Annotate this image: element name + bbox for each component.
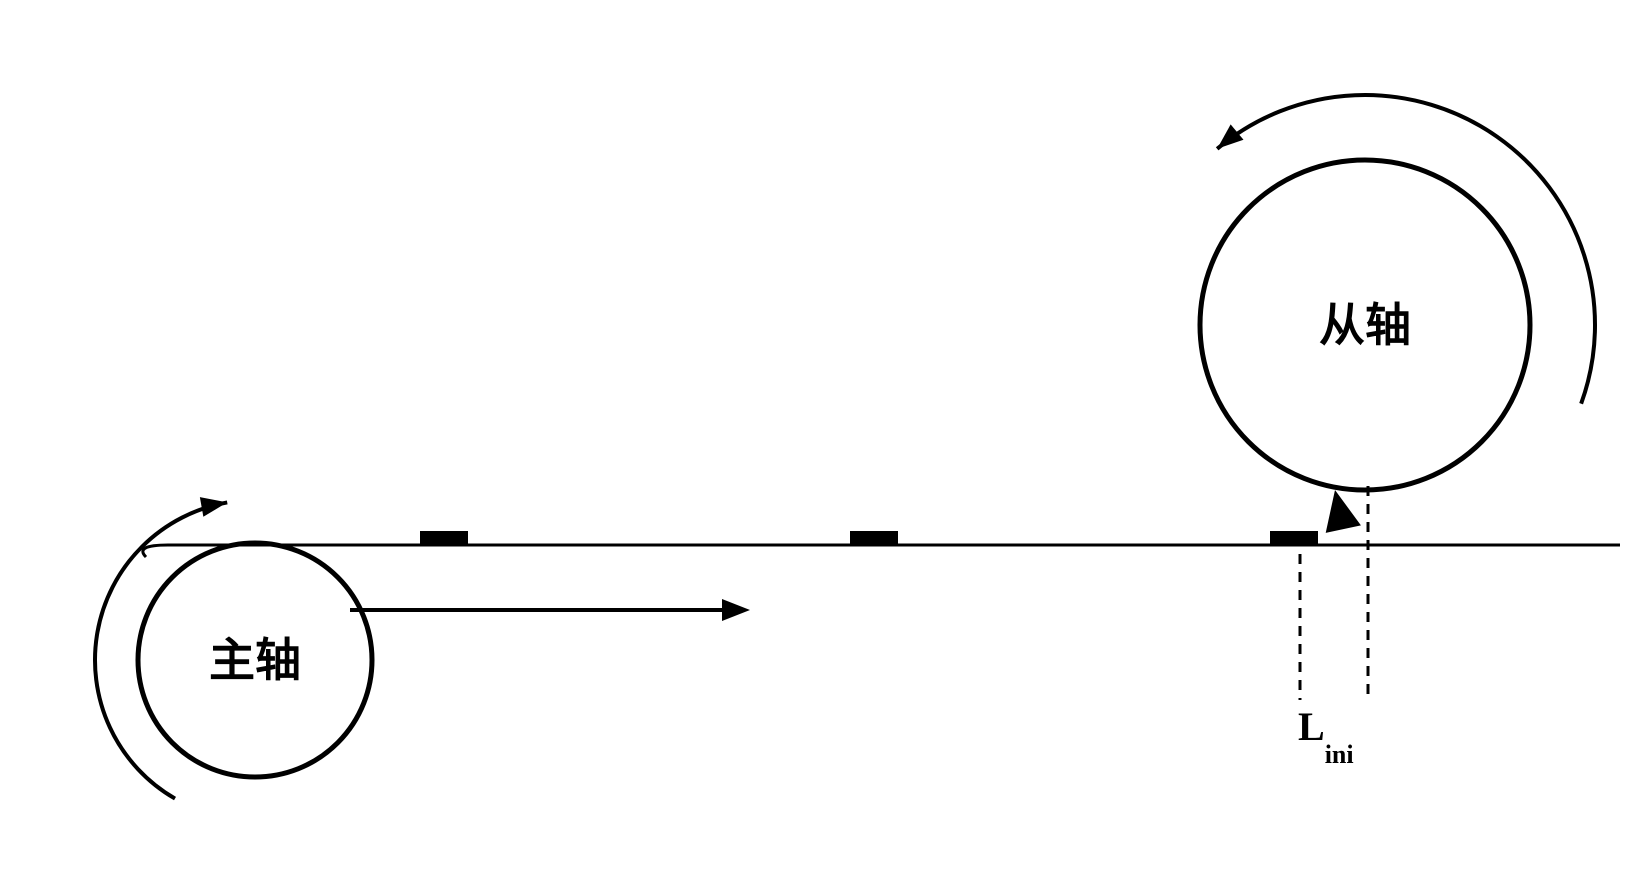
dimension-label: Lini (1298, 704, 1354, 769)
belt-line (143, 545, 1620, 557)
arrow-head (722, 599, 750, 621)
arrow-head (200, 497, 227, 517)
belt-marker (420, 531, 468, 545)
slave-contact-arrow (1317, 486, 1361, 533)
belt-marker (1270, 531, 1318, 545)
main-axis-label: 主轴 (209, 635, 301, 686)
belt-marker (850, 531, 898, 545)
slave-axis-label: 从轴 (1319, 300, 1411, 351)
main-axis-rotation-arrow (95, 502, 227, 798)
arrow-head (1217, 124, 1243, 148)
slave-axis-rotation-arrow (1217, 95, 1595, 404)
